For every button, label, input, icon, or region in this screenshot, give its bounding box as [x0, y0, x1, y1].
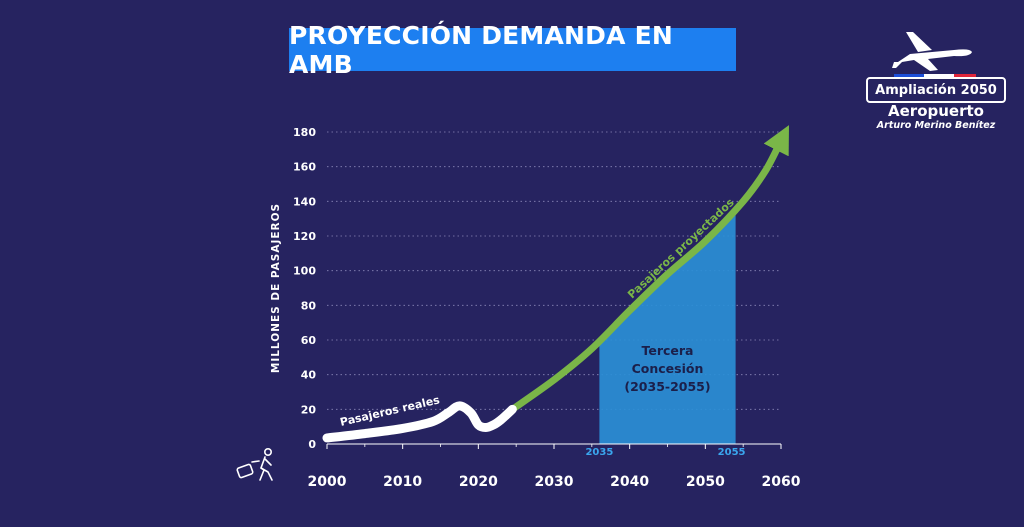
y-tick-label: 80	[301, 299, 317, 312]
x-tick-label: 2050	[686, 474, 725, 490]
flag-red-stripe	[954, 74, 976, 77]
x-tick-label: 2010	[383, 474, 422, 490]
logo-line1: Ampliación 2050	[866, 77, 1006, 103]
flag-white-stripe	[924, 74, 954, 77]
y-tick-label: 140	[293, 195, 316, 208]
concession-start-label: 2035	[585, 447, 613, 458]
airplane-icon	[892, 32, 976, 77]
x-tick-label: 2020	[459, 474, 498, 490]
x-tick-label: 2000	[308, 474, 347, 490]
y-tick-label: 120	[293, 230, 316, 243]
y-tick-label: 20	[301, 403, 317, 416]
series-real-line	[322, 401, 517, 443]
y-tick-label: 180	[293, 126, 316, 139]
concession-region	[599, 209, 736, 444]
y-tick-label: 160	[293, 161, 316, 174]
y-axis-label: MILLONES DE PASAJEROS	[270, 203, 282, 373]
y-tick-label: 0	[308, 438, 316, 451]
concession-label: Concesión	[632, 361, 704, 376]
series	[322, 125, 789, 443]
concession-label: (2035-2055)	[624, 379, 710, 394]
y-tick-label: 40	[301, 369, 317, 382]
logo-line2: Aeropuerto	[888, 102, 984, 120]
y-tick-label: 100	[293, 265, 316, 278]
flag-blue-stripe	[894, 74, 924, 77]
series-projected-line	[510, 125, 789, 413]
x-tick-label: 2040	[610, 474, 649, 490]
brand-logo: Ampliación 2050 Aeropuerto Arturo Merino…	[866, 22, 1006, 140]
logo-line3: Arturo Merino Benítez	[876, 120, 996, 131]
y-tick-label: 60	[301, 334, 317, 347]
x-tick-label: 2060	[762, 474, 801, 490]
x-tick-label: 2030	[535, 474, 574, 490]
concession-label: Tercera	[642, 343, 694, 358]
traveler-luggage-icon	[236, 447, 273, 481]
concession-end-label: 2055	[718, 447, 746, 458]
concession-area	[599, 209, 736, 444]
